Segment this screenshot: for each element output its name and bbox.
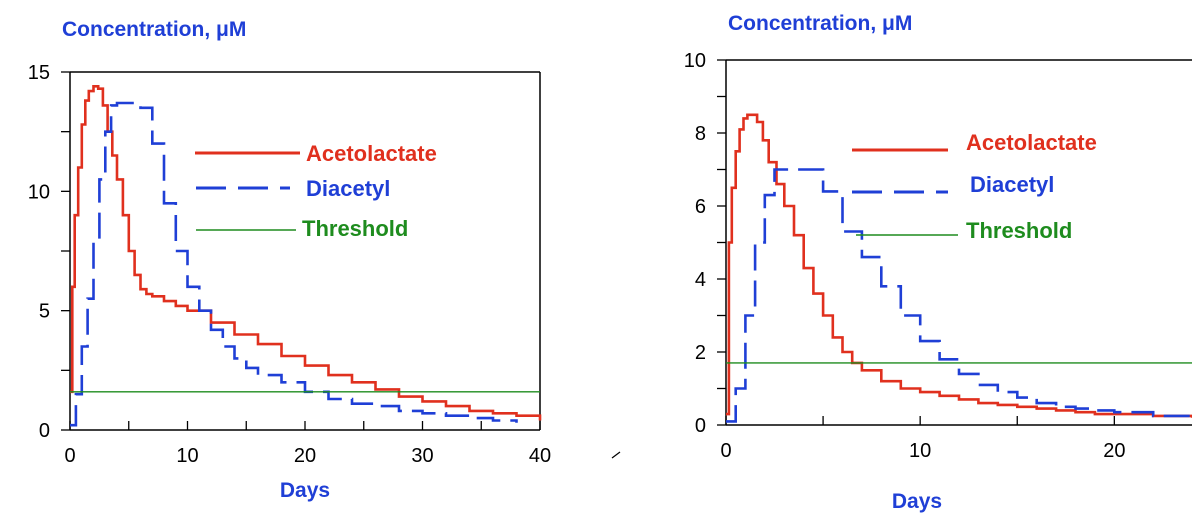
legend-diacetyl-label: Diacetyl [970,172,1054,197]
legend-acetolactate-label: Acetolactate [966,130,1097,155]
left-x-axis-label: Days [280,479,330,502]
chart-right: Concentration, μM Days 0 10 20 0 2 4 6 8 10 Acet… [684,12,1192,513]
x-tick-label: 40 [529,445,551,467]
x-tick-label: 20 [1103,440,1125,462]
y-tick-label: 6 [695,196,706,218]
x-tick-label: 10 [176,445,198,467]
y-tick-label: 2 [695,342,706,364]
y-tick-label: 5 [39,301,50,323]
series-acetolactate-line [726,113,1192,418]
x-tick-label: 0 [720,440,731,462]
chart-left: Concentration, μM Days 0 10 20 30 40 0 5 10 15 A… [28,18,551,502]
left-axis-ticks: 0 10 20 30 40 0 5 10 15 [28,62,551,467]
x-tick-label: 10 [909,440,931,462]
right-axis-ticks: 0 10 20 0 2 4 6 8 10 [684,50,1126,462]
y-tick-label: 4 [695,269,706,291]
x-tick-label: 30 [411,445,433,467]
left-legend: Acetolactate Diacetyl Threshold [195,141,437,241]
legend-threshold-label: Threshold [966,218,1072,243]
legend-threshold-label: Threshold [302,216,408,241]
y-tick-label: 8 [695,123,706,145]
left-plot-frame [69,71,541,431]
legend-diacetyl-label: Diacetyl [306,176,390,201]
right-y-axis-label: Concentration, μM [728,12,912,35]
right-series-group [726,113,1192,423]
series-acetolactate-line [70,85,542,421]
series-diacetyl-line [70,101,518,427]
x-tick-label: 20 [294,445,316,467]
x-tick-label: 0 [64,445,75,467]
right-legend: Acetolactate Diacetyl Threshold [852,130,1097,243]
y-tick-label: 0 [39,420,50,442]
y-tick-label: 15 [28,62,50,84]
left-series-group [70,85,542,427]
left-y-axis-label: Concentration, μM [62,18,246,41]
series-diacetyl-line [726,168,1192,423]
stray-mark [611,451,621,459]
y-tick-label: 10 [28,181,50,203]
y-tick-label: 0 [695,415,706,437]
right-x-axis-label: Days [892,490,942,513]
legend-acetolactate-label: Acetolactate [306,141,437,166]
y-tick-label: 10 [684,50,706,72]
